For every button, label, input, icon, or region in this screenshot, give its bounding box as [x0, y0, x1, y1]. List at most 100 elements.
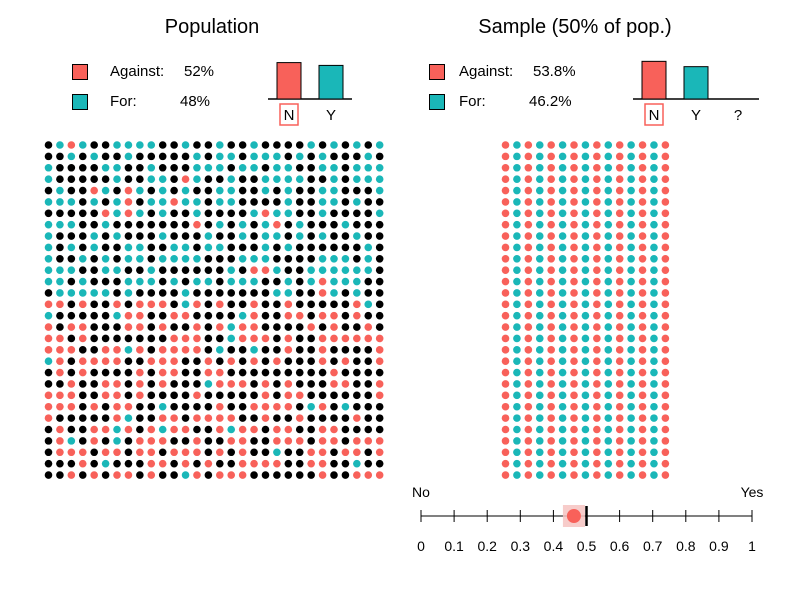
population-dot — [261, 175, 270, 183]
population-dot — [56, 277, 64, 286]
sample-dot — [638, 471, 647, 479]
population-dot — [136, 186, 144, 195]
sample-dot — [593, 402, 601, 411]
population-dot — [307, 289, 315, 297]
sample-dot — [558, 266, 567, 274]
population-dot — [295, 471, 304, 479]
population-dot — [56, 220, 64, 229]
population-dot — [238, 323, 247, 331]
sample-dot — [581, 391, 590, 400]
population-dot — [113, 448, 121, 457]
population-dot — [375, 391, 384, 400]
population-dot — [353, 357, 361, 366]
population-dot — [147, 300, 156, 309]
population-dot — [341, 357, 350, 366]
population-dot — [147, 186, 156, 195]
population-dot — [227, 380, 236, 388]
population-dot — [67, 175, 76, 183]
population-dot — [295, 198, 304, 206]
population-dot — [318, 402, 327, 411]
sample-dot — [650, 357, 658, 366]
sample-dot — [558, 232, 567, 240]
sample-dot — [524, 254, 533, 263]
sample-dot — [627, 163, 635, 172]
sample-dot — [558, 300, 567, 309]
population-dot — [238, 186, 247, 195]
population-dot — [158, 163, 167, 172]
population-dot — [101, 323, 110, 331]
population-dot — [147, 334, 156, 343]
sample-dot — [581, 152, 590, 161]
population-dot — [250, 175, 258, 183]
population-dot — [90, 334, 98, 343]
population-dot — [375, 368, 384, 377]
population-dot — [330, 254, 338, 263]
population-dot — [101, 209, 110, 218]
population-dot — [295, 311, 304, 320]
sample-dot — [604, 198, 613, 206]
population-dot — [375, 334, 384, 343]
population-dot — [78, 243, 87, 252]
population-dot — [67, 471, 76, 479]
population-dot — [216, 414, 224, 422]
sample-dot — [661, 220, 670, 229]
population-dot — [341, 311, 350, 320]
sample-dot — [547, 437, 555, 445]
population-dot — [341, 414, 350, 422]
population-dot — [330, 391, 338, 400]
population-dot — [261, 254, 270, 263]
population-dot — [56, 414, 64, 422]
population-dot — [147, 277, 156, 286]
population-dot — [250, 163, 258, 172]
population-dot — [238, 380, 247, 388]
population-dot — [273, 311, 281, 320]
population-dot — [90, 459, 98, 468]
sample-dot — [638, 209, 647, 218]
population-dot — [67, 266, 76, 274]
sample-dot — [650, 311, 658, 320]
population-dot — [90, 289, 98, 297]
population-dot — [44, 209, 53, 218]
sample-dot — [501, 414, 510, 422]
sample-dot — [547, 357, 555, 366]
sample-dot — [570, 220, 578, 229]
population-dot — [375, 380, 384, 388]
sample-dot — [593, 300, 601, 309]
sample-dot — [615, 289, 624, 297]
population-dot — [136, 254, 144, 263]
sample-dot — [547, 311, 555, 320]
population-dot — [181, 220, 190, 229]
population-dot — [307, 300, 315, 309]
sample-dot — [547, 414, 555, 422]
population-dot — [158, 437, 167, 445]
population-dot — [147, 425, 156, 434]
population-dot — [273, 414, 281, 422]
sample-dot — [638, 459, 647, 468]
sample-dot — [558, 220, 567, 229]
population-dot — [204, 437, 213, 445]
population-dot — [204, 243, 213, 252]
sample-dot — [524, 425, 533, 434]
population-dot — [261, 220, 270, 229]
population-dot — [216, 175, 224, 183]
population-dot — [67, 402, 76, 411]
sample-dot — [513, 163, 521, 172]
population-dot — [56, 243, 64, 252]
sample-dot — [604, 209, 613, 218]
sample-dot — [593, 198, 601, 206]
sample-dot — [581, 380, 590, 388]
population-dot — [181, 209, 190, 218]
sample-dot — [547, 198, 555, 206]
population-dot — [353, 220, 361, 229]
population-dot — [204, 402, 213, 411]
population-dot — [295, 402, 304, 411]
population-dot — [238, 141, 247, 149]
population-dot — [56, 391, 64, 400]
sample-dot — [650, 346, 658, 354]
sample-dot — [558, 346, 567, 354]
population-dot — [353, 448, 361, 457]
population-dot — [158, 266, 167, 274]
sample-dot — [570, 311, 578, 320]
population-dot — [90, 186, 98, 195]
sample-dot — [638, 300, 647, 309]
